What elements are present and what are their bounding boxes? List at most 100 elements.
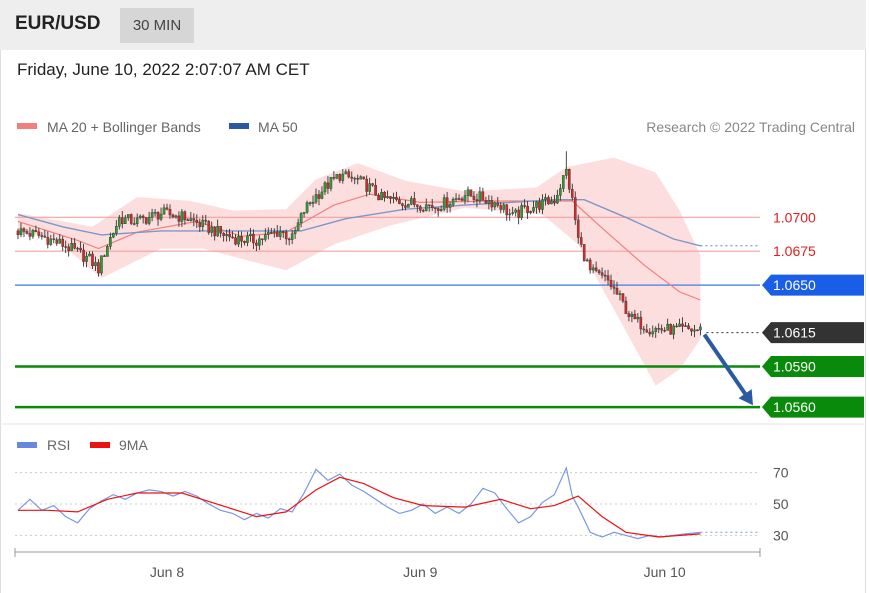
candle-body: [296, 222, 300, 231]
header-bar: EUR/USD 30 MIN: [0, 0, 866, 50]
candle-body: [308, 202, 312, 204]
candle-body: [249, 233, 252, 236]
candle-body: [162, 207, 166, 215]
candle-body: [302, 212, 306, 214]
candle-body: [25, 231, 29, 234]
candle-body: [666, 323, 669, 331]
research-credit: Research © 2022 Trading Central: [646, 119, 855, 135]
candle-body: [335, 174, 339, 179]
ma50-legend-label: MA 50: [258, 119, 298, 135]
candle-body: [547, 197, 550, 205]
rsi-line: [17, 465, 701, 540]
candle-body: [466, 189, 470, 196]
candle-body: [287, 238, 291, 241]
candle-body: [591, 267, 595, 271]
timeframe-button[interactable]: 30 MIN: [120, 8, 194, 43]
candle-body: [228, 233, 231, 238]
candle-body: [344, 171, 348, 175]
moving-average-lines: [17, 193, 760, 301]
candle-body: [654, 328, 658, 332]
candle-body: [648, 331, 652, 335]
candle-body: [141, 215, 145, 218]
candle-body: [365, 178, 368, 192]
price-tag-label: 1.0560: [773, 399, 816, 415]
candle-body: [454, 198, 458, 200]
candle-body: [398, 199, 401, 204]
candle-body: [615, 288, 619, 295]
candle-body: [329, 177, 333, 189]
candle-body: [88, 253, 91, 257]
candle-body: [34, 230, 38, 233]
candle-body: [684, 325, 687, 327]
candle-body: [234, 237, 237, 245]
rsi-ma9-line: [18, 476, 701, 538]
candle-body: [100, 255, 103, 274]
candle-body: [204, 219, 208, 222]
bollinger-fill: [18, 157, 701, 386]
candle-body: [532, 207, 535, 212]
ma50-legend-swatch: [229, 123, 249, 129]
candle-body: [424, 204, 428, 211]
candle-body: [240, 235, 243, 242]
price-tag-1.0615: [762, 322, 864, 344]
candle-body: [636, 316, 640, 320]
candle-body: [413, 198, 416, 205]
candle-body: [585, 259, 589, 262]
candle-body: [421, 210, 425, 212]
candle-body: [633, 313, 637, 320]
candle-body: [627, 313, 631, 317]
price-tag-1.0590: [762, 355, 864, 377]
candle-body: [624, 300, 628, 314]
candle-body: [448, 204, 452, 208]
candle-body: [293, 230, 297, 234]
candle-body: [621, 293, 625, 302]
candle-body: [281, 231, 285, 233]
price-tag-label: 1.0590: [773, 358, 816, 374]
candle-body: [213, 226, 216, 237]
candle-body: [690, 328, 693, 332]
price-tag-1.0560: [762, 396, 864, 418]
candle-body: [445, 197, 449, 208]
candle-body: [490, 200, 494, 208]
candle-body: [612, 286, 616, 289]
candle-body: [70, 243, 73, 251]
candle-body: [520, 205, 523, 218]
candle-body: [207, 221, 211, 233]
x-tick-label-3: Jun 10: [644, 564, 686, 580]
candle-body: [603, 274, 607, 277]
candle-body: [594, 267, 598, 271]
ma20-legend-label: MA 20 + Bollinger Bands: [47, 119, 201, 135]
candle-body: [582, 244, 586, 262]
candle-body: [284, 231, 288, 240]
candle-body: [120, 217, 124, 225]
ma50-line: [17, 199, 701, 247]
rsi-tick-30: 30: [773, 527, 789, 543]
candle-body: [544, 197, 547, 200]
candle-body: [657, 328, 660, 330]
candle-body: [192, 218, 196, 221]
candle-body: [231, 236, 234, 239]
candle-body: [419, 206, 422, 211]
candle-body: [112, 232, 115, 238]
candle-body: [264, 234, 267, 240]
candle-body: [40, 235, 44, 237]
candle-body: [562, 175, 565, 189]
candle-body: [123, 217, 127, 225]
candle-body: [392, 197, 395, 199]
candle-body: [395, 197, 398, 200]
candle-body: [332, 177, 336, 179]
candle-body: [663, 330, 666, 332]
candle-body: [79, 247, 82, 251]
candle-body: [472, 195, 476, 200]
candle-body: [401, 203, 404, 206]
candle-body: [43, 235, 47, 238]
candle-body: [186, 219, 190, 222]
candle-body: [168, 209, 172, 216]
candle-body: [347, 171, 351, 178]
candle-body: [481, 191, 485, 201]
candle-body: [570, 188, 574, 198]
candle-body: [502, 204, 506, 210]
candle-body: [165, 207, 169, 210]
candle-body: [433, 207, 437, 209]
